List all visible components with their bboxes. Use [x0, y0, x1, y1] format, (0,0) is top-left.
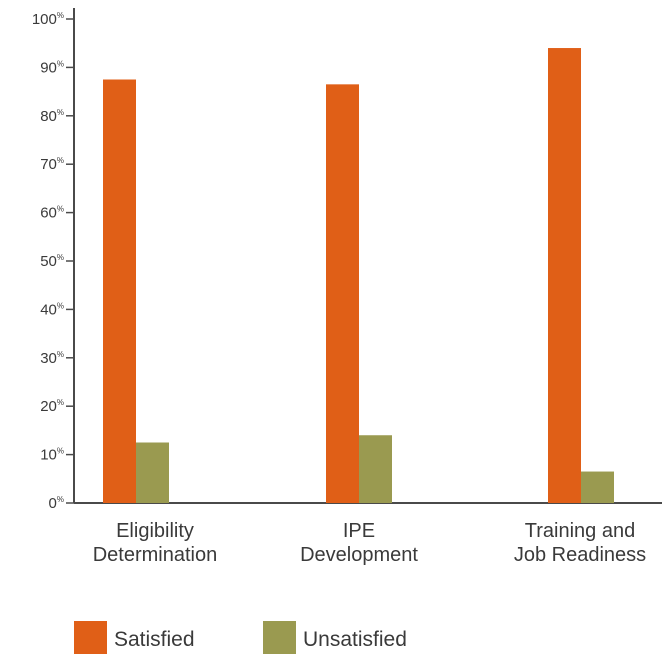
legend-swatch-satisfied [74, 621, 107, 654]
y-tick-label: 50% [40, 253, 64, 270]
bar-satisfied-2 [326, 84, 359, 503]
y-tick-label: 0% [49, 495, 64, 512]
legend-label-satisfied: Satisfied [114, 628, 195, 651]
y-tick-label: 20% [40, 398, 64, 415]
chart-legend: Satisfied Unsatisfied [74, 621, 407, 654]
bar-satisfied-1 [103, 79, 136, 503]
category-label: Eligibility Determination [93, 520, 218, 566]
y-tick-label: 80% [40, 108, 64, 125]
legend-swatch-unsatisfied [263, 621, 296, 654]
chart-bars [103, 48, 614, 503]
category-label: IPE Development [300, 520, 418, 566]
y-axis-ticks: 0% 10% 20% 30% 40% 50% 60% 70% 80% 90% 100% [32, 11, 74, 512]
y-tick-label: 10% [40, 447, 64, 464]
bar-unsatisfied-1 [136, 442, 169, 503]
y-tick-label: 40% [40, 301, 64, 318]
bar-satisfied-3 [548, 48, 581, 503]
y-tick-label: 70% [40, 156, 64, 173]
y-tick-label: 60% [40, 205, 64, 222]
bar-unsatisfied-3 [581, 471, 614, 503]
category-label: Training and Job Readiness [514, 520, 646, 566]
bar-unsatisfied-2 [359, 435, 392, 503]
y-tick-label: 100% [32, 11, 64, 28]
legend-label-unsatisfied: Unsatisfied [303, 628, 407, 651]
x-axis-labels: Eligibility Determination IPE Development Tr… [93, 520, 646, 566]
y-tick-label: 30% [40, 350, 64, 367]
y-tick-label: 90% [40, 59, 64, 76]
